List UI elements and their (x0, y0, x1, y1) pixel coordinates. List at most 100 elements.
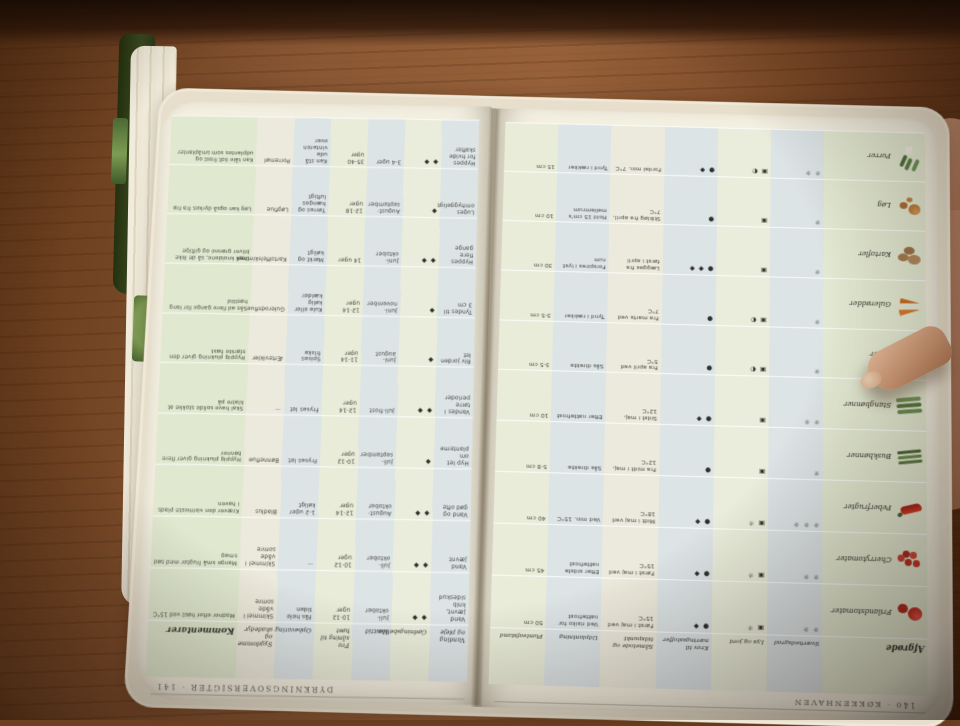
weeks-to-harvest-cell: 11-14 uger (340, 349, 359, 363)
spacing-cell: 50 cm (523, 618, 543, 626)
column-header: Såmetode og tidspunkt (612, 634, 654, 650)
light-soil-cell: ▣ (760, 216, 768, 225)
crop-row-continued: Vand og gød ofte ◆ ◆ August-oktober 12-1… (152, 463, 472, 521)
table-header-row-141: Vanding og pleje Gødningsbehov Høsttid F… (145, 619, 469, 682)
difficulty-cell: ☼ ☼ ☼ (792, 520, 820, 530)
sowing-cell: Først i maj ved 15°C (607, 614, 654, 629)
harvest-time-cell: Juli-oktober (366, 554, 391, 568)
harvest-time-cell: Juli-frost (369, 407, 395, 414)
comment-cell: Kræver den varmeste plads i haven (157, 500, 240, 514)
running-head-141: DYRKNINGSOVERSIGTER · 141 (154, 682, 334, 695)
light-soil-cell: ▣ ◐ (749, 365, 767, 375)
pests-cell: — (274, 405, 282, 412)
planting-cell: Forspires i lyst rum (562, 255, 607, 269)
weeks-to-harvest-cell: 10-12 uger (332, 606, 351, 620)
light-soil-cell: ▣ ◐ (749, 315, 767, 324)
sowing-cell: Lægges fra først i april (626, 256, 660, 271)
nutrients-cell: ● (705, 364, 713, 373)
column-header: Udplantning (558, 632, 598, 642)
column-header-afgrode: Afgrøde (885, 641, 925, 653)
weeks-to-harvest-cell: 10-12 uger (337, 450, 356, 464)
sowing-cell: Først i maj ved 15°C (608, 562, 655, 576)
bush-bean-icon (894, 443, 924, 470)
fertilizer-cell: ◆ (428, 306, 435, 315)
harvest-time-cell: August-september (368, 200, 401, 214)
weeks-to-harvest-cell: 12-18 uger (345, 200, 364, 213)
weeks-to-harvest-cell: 35-40 uger (347, 151, 365, 164)
storage-cell: Kule eller kølig kælder (294, 291, 323, 312)
spacing-cell: 45 cm (525, 566, 545, 573)
planting-cell: Efter nattefrost (556, 412, 603, 420)
tomato-icon (895, 599, 926, 627)
weeks-to-harvest-cell: 14 uger (338, 255, 362, 263)
fertilizer-cell: ◆ ◆ (416, 406, 433, 416)
leek-icon (894, 144, 924, 170)
difficulty-cell: ☼ (814, 217, 821, 226)
column-header: Sværhedsgrad (773, 638, 820, 648)
storage-cell: Mørkt og køligt (297, 248, 325, 262)
harvest-time-cell: Juni-oktober (375, 249, 399, 263)
planting-cell: Sås direkte (570, 362, 604, 370)
light-soil-cell: ▣ (758, 416, 766, 425)
crop-cell: Porrer (824, 131, 925, 181)
fertilizer-cell: ◆ ◆ (411, 613, 427, 623)
storage-cell: Kan stå ude vinteren over (303, 137, 329, 164)
column-header: Planteafstand (499, 631, 543, 640)
column-header: Vanding og pleje (439, 628, 466, 644)
spacing-cell: 30 cm (533, 261, 553, 268)
crop-cell: Kartofler (824, 229, 926, 280)
crop-name-label: Peberfrugter (843, 501, 892, 513)
fertilizer-cell: ◆ (427, 356, 434, 365)
care-cell: Tyndes til 3 cm (443, 300, 473, 314)
column-header-kommentarer: Kommentarer (166, 623, 235, 636)
spacing-cell: 10 cm (529, 411, 549, 419)
nutrients-cell: ● ◆ ◆ (688, 264, 714, 273)
crop-name-label: Buskbønner (847, 450, 892, 461)
open-book-upside-down: 140 · KØKKENHAVEN Afgrøde Sværhedsgrad L… (126, 90, 951, 726)
table-header-row-140: Afgrøde Sværhedsgrad Lys og jord Krav ti… (488, 627, 928, 696)
column-header: Krav til næringsstoffer (662, 635, 709, 652)
crop-name-label: Gulerødder (849, 299, 891, 309)
nutrients-cell: ● ◆ (695, 415, 712, 424)
crop-name-label: Porrer (867, 151, 891, 161)
nutrients-cell: ● (707, 215, 714, 224)
light-soil-cell: ▣ (759, 266, 768, 275)
column-header: Fra såning til høst (320, 626, 350, 649)
fertilizer-cell: ◆ ◆ (412, 561, 429, 570)
difficulty-cell: ☼ ☼ (804, 168, 822, 177)
difficulty-cell: ☼ (813, 267, 821, 276)
light-soil-cell: ▣ ◐ (751, 167, 768, 176)
pests-cell: Kartoffelskimmel (236, 254, 287, 262)
page-141[interactable]: DYRKNINGSOVERSIGTER · 141 Vanding og ple… (133, 101, 494, 706)
fertilizer-cell: ◆ ◆ (420, 256, 436, 265)
page-140[interactable]: 140 · KØKKENHAVEN Afgrøde Sværhedsgrad L… (477, 108, 943, 720)
running-head-rule (150, 693, 465, 700)
spacing-cell: 3-5 cm (528, 361, 550, 368)
nutrients-cell: ● ◆ (693, 569, 710, 579)
harvest-time-cell: August-oktober (367, 502, 392, 517)
pests-cell: Skimmel i våde somre (243, 597, 274, 619)
comment-cell: Dæk knoldene, så de ikke bliver grønne o… (175, 247, 250, 261)
column-header: Høsttid (364, 627, 389, 635)
care-cell: Hyp let om planterne (439, 445, 470, 466)
planting-cell: Ved min. 15°C (557, 515, 601, 523)
nutrients-cell: ● ◆ (692, 622, 709, 631)
sowing-cell: Fordel min. 7°C (615, 164, 662, 172)
fertilizer-cell: ◆ ◆ (414, 509, 430, 518)
difficulty-cell: ☼ (813, 367, 821, 376)
pests-cell: Skimmel i våde somre (245, 545, 276, 567)
pests-cell: Gulerodsflue (246, 304, 285, 311)
sowing-cell: Midt i maj ved 18°C (612, 510, 656, 524)
weeks-to-harvest-cell: 10-12 uger (333, 553, 352, 568)
cultivation-table-141: Vanding og pleje Gødningsbehov Høsttid F… (145, 115, 480, 682)
comment-cell: Skal have solide stokke at klatre på (167, 398, 244, 412)
fertilizer-cell: ◆ ◆ (423, 157, 439, 166)
crop-cell: Buskbønner (823, 429, 927, 482)
crop-row-continued: Vand jævnt ◆ ◆ Juli-oktober 10-12 uger —… (150, 515, 471, 573)
pests-cell: Ærtevikler (251, 354, 283, 362)
pests-cell: Bladlus (254, 507, 278, 515)
crop-row-continued: Hyp let om planterne ◆ Juli-september 10… (155, 412, 473, 469)
storage-cell: — (307, 560, 314, 567)
nutrients-cell: ● (705, 314, 713, 323)
crop-cell: Frilandstomater (822, 584, 927, 638)
